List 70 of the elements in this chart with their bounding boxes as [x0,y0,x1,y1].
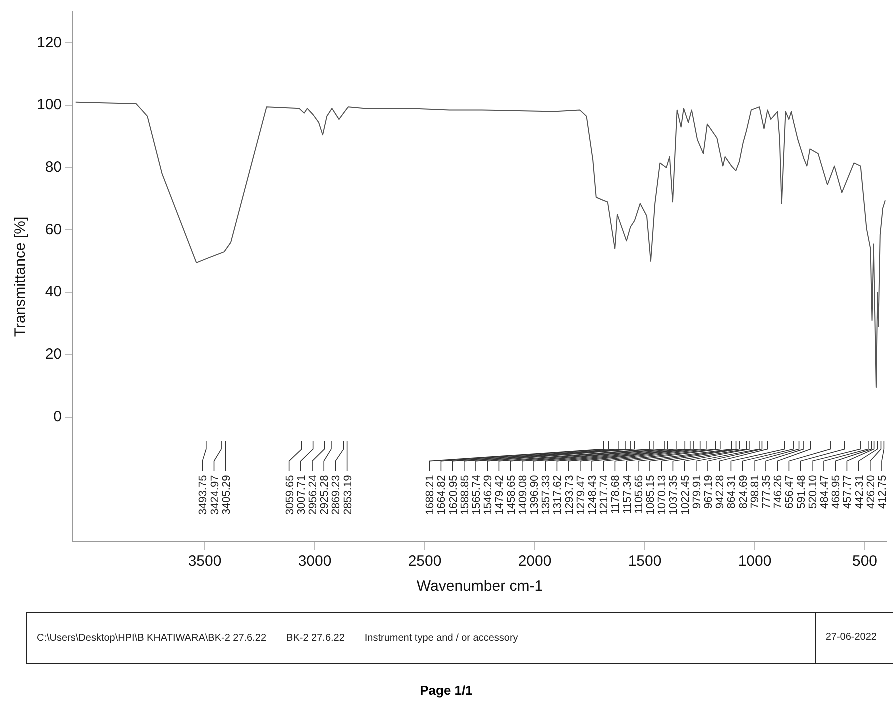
x-tick-label: 1500 [628,553,662,570]
annotation: 1317.62 [552,475,564,516]
annotation: 1070.13 [656,475,669,516]
x-tick-label: 1000 [738,553,772,570]
annotation: 2869.23 [330,475,343,516]
annotation: 824.69 [738,475,750,509]
text: BK-2 27.6.22 [286,632,346,644]
y-tick-label: 60 [45,221,62,238]
annotation: 412.75 [877,475,889,509]
annotation: 979.91 [691,475,704,509]
annotation: 746.26 [772,475,785,509]
annotation: 1217.74 [598,475,611,516]
x-tick-label: 500 [852,553,878,570]
annotation: 2925.28 [319,475,332,516]
annotation: 1664.82 [436,475,448,516]
annotation: 1085.15 [645,475,657,516]
annotation: 1546.29 [482,475,495,516]
y-tick-label: 100 [36,96,62,114]
annotation: 656.47 [784,475,796,509]
y-axis-title: Transmittance [%] [12,216,30,338]
annotation: 1279.47 [575,475,588,516]
annotation: 1357.33 [540,475,553,516]
text: C:\Users\Desktop\HPI\B KHATIWARA\BK-2 27.6.22 [36,632,268,644]
annotation: 3493.75 [198,475,210,516]
annotation: 1409.08 [517,475,530,516]
annotation: 1396.90 [529,475,541,516]
annotation: 1688.21 [424,475,437,516]
annotation: 798.81 [749,475,762,509]
annotation: 1293.73 [564,475,576,516]
annotation: 1565.74 [471,475,483,516]
x-tick-label: 2500 [408,553,442,570]
annotation: 1588.85 [459,475,472,516]
annotation: 442.31 [854,475,866,509]
y-tick-label: 20 [45,346,62,364]
annotation: 468.95 [830,475,843,509]
text: Page 1/1 [419,683,474,698]
annotation: 1248.43 [587,475,599,516]
y-tick-label: 120 [36,34,62,52]
annotation: 3405.29 [220,475,233,516]
annotation: 864.31 [726,475,738,509]
y-tick-label: 80 [45,159,62,176]
annotation: 1105.65 [633,475,646,514]
x-tick-label: 3500 [188,553,222,570]
annotation: 3424.97 [209,475,222,516]
annotation: 2956.24 [308,475,320,516]
annotation: 2853.19 [342,475,354,516]
annotation: 426.20 [865,475,878,509]
annotation: 942.28 [714,475,727,509]
annotation: 1157.34 [622,475,634,514]
text: 27-06-2022 [814,613,893,663]
annotation: 777.35 [761,475,773,509]
annotation: 3007.71 [296,475,308,516]
x-axis-title: Wavenumber cm-1 [416,578,544,596]
annotation: 1458.65 [506,475,518,516]
y-tick-label: 0 [54,408,62,426]
y-tick-label: 40 [45,284,62,301]
annotation: 520.10 [807,475,820,509]
annotation: 967.19 [703,475,715,509]
annotation: 1620.95 [448,475,460,516]
annotation: 591.48 [796,475,808,509]
x-tick-label: 2000 [518,553,552,570]
annotation: 484.47 [819,475,831,509]
annotation: 1022.45 [680,475,692,516]
annotation: 1037.35 [668,475,680,516]
annotation: 3059.65 [284,475,296,516]
x-tick-label: 3000 [298,553,332,570]
annotation: 457.77 [842,475,854,509]
annotation: 1178.68 [610,475,622,514]
annotation: 1479.42 [494,475,506,516]
text: Instrument type and / or accessory [364,632,520,644]
